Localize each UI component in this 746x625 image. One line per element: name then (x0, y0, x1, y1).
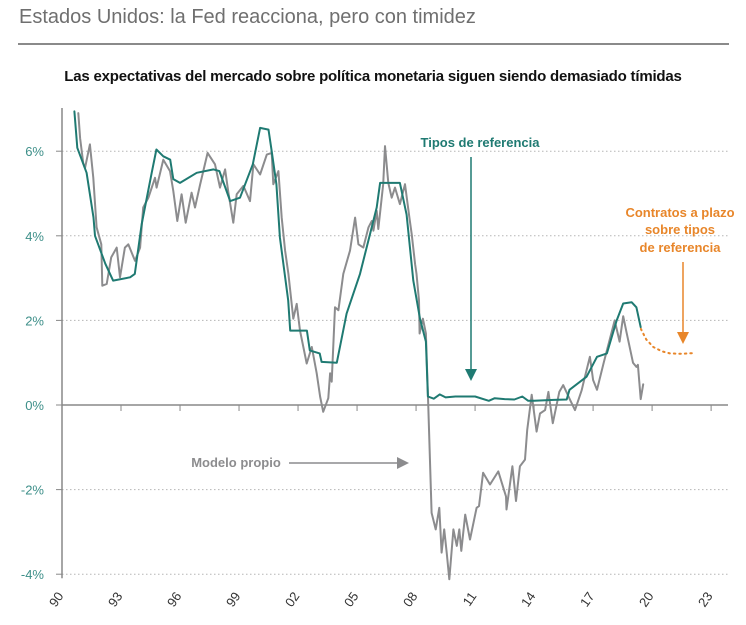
x-tick-label: 23 (695, 589, 716, 609)
x-tick-label: 93 (105, 589, 126, 609)
x-tick-label: 90 (46, 589, 67, 609)
forward-annotation-line-3: de referencia (640, 240, 722, 255)
chart-title: Las expectativas del mercado sobre polít… (64, 68, 682, 85)
forward-annotation-line-1: Contratos a plazo (625, 205, 734, 220)
y-tick-label: 6% (25, 144, 44, 159)
header-divider (18, 43, 729, 45)
x-tick-label: 99 (223, 589, 244, 609)
x-tick-label: 17 (577, 589, 598, 609)
x-tick-label: 96 (164, 589, 185, 609)
forward-annotation-line-2: sobre tipos (645, 222, 715, 237)
x-tick-label: 11 (459, 589, 479, 609)
policy-rate-arrow-head (465, 369, 477, 381)
x-tick-label: 05 (341, 589, 362, 609)
y-tick-label: 2% (25, 313, 44, 328)
x-tick-label: 20 (636, 589, 657, 609)
forward-rate-line (639, 327, 697, 355)
forward-arrow-head (677, 332, 689, 344)
y-tick-label: -4% (21, 567, 45, 582)
page-header-title: Estados Unidos: la Fed reacciona, pero c… (19, 6, 476, 28)
y-tick-label: 0% (25, 398, 44, 413)
x-tick-label: 02 (282, 589, 303, 609)
model-annotation: Modelo propio (191, 455, 281, 470)
policy-rate-line (73, 110, 642, 402)
y-tick-label: 4% (25, 229, 44, 244)
x-tick-label: 14 (518, 589, 539, 609)
policy-rate-annotation: Tipos de referencia (421, 135, 541, 150)
model-arrow-head (397, 457, 409, 469)
x-tick-label: 08 (400, 589, 421, 609)
model-line (77, 112, 645, 581)
y-tick-label: -2% (21, 483, 45, 498)
